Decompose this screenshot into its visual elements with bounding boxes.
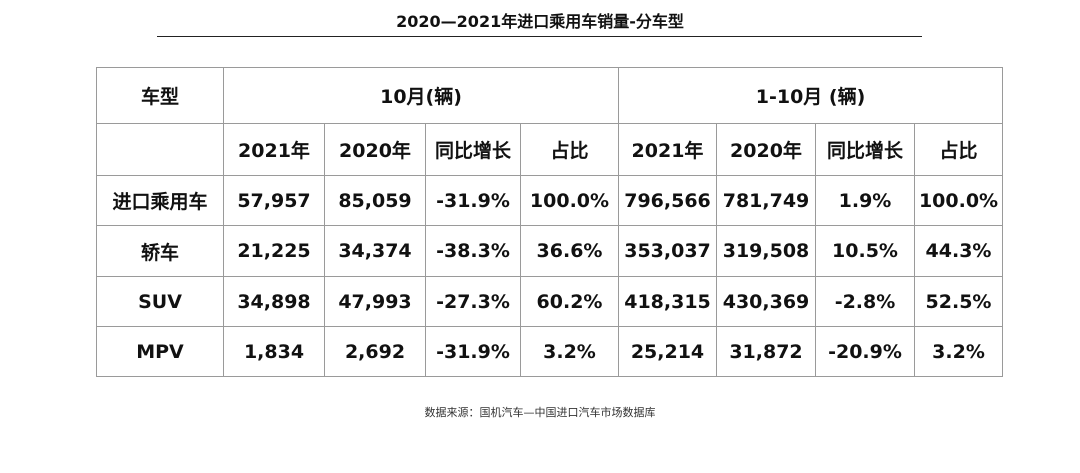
table-cell: -31.9%	[425, 326, 521, 377]
table-cell: 52.5%	[913, 276, 1004, 327]
row-label: SUV	[96, 276, 224, 327]
column-header: 占比	[913, 123, 1004, 176]
table-cell: 100.0%	[520, 175, 619, 226]
table-cell: -38.3%	[425, 225, 521, 277]
table-cell: 3.2%	[913, 326, 1004, 377]
table-cell: 85,059	[324, 175, 426, 226]
column-header: 2021年	[618, 123, 717, 176]
table-row: 进口乘用车 57,957 85,059 -31.9% 100.0% 796,566 781,…	[96, 175, 1004, 226]
row-label: MPV	[96, 326, 224, 377]
table-cell: 25,214	[618, 326, 717, 377]
table-cell: 47,993	[324, 276, 426, 327]
table-cell: 781,749	[716, 175, 816, 226]
column-header: 2020年	[716, 123, 816, 176]
table-row: MPV 1,834 2,692 -31.9% 3.2% 25,214 31,872 -20.9…	[96, 326, 1004, 377]
table-cell: 1,834	[223, 326, 325, 377]
column-header: 2021年	[223, 123, 325, 176]
table-cell: -31.9%	[425, 175, 521, 226]
table-cell: 1.9%	[815, 175, 915, 226]
table-body: 车型 10月(辆) 1-10月 (辆) 2021年 2020年 同比增长 占比 …	[96, 67, 1004, 377]
table-row: SUV 34,898 47,993 -27.3% 60.2% 418,315 430,369…	[96, 276, 1004, 327]
row-label: 进口乘用车	[96, 175, 224, 226]
table-cell: -20.9%	[815, 326, 915, 377]
table-cell: 353,037	[618, 225, 717, 277]
table-cell: 418,315	[618, 276, 717, 327]
column-header: 占比	[520, 123, 619, 176]
table-cell: 2,692	[324, 326, 426, 377]
group-header-october: 10月(辆)	[223, 67, 619, 124]
table-cell: 430,369	[716, 276, 816, 327]
table-cell: 3.2%	[520, 326, 619, 377]
table-cell: 34,374	[324, 225, 426, 277]
chart-title: 2020—2021年进口乘用车销量-分车型	[396, 12, 684, 31]
column-header: 同比增长	[815, 123, 915, 176]
table-cell: 36.6%	[520, 225, 619, 277]
sales-table: 车型 10月(辆) 1-10月 (辆) 2021年 2020年 同比增长 占比 …	[96, 67, 1004, 377]
table-cell: 100.0%	[913, 175, 1004, 226]
table-cell: 21,225	[223, 225, 325, 277]
table-cell: -27.3%	[425, 276, 521, 327]
column-header: 同比增长	[425, 123, 521, 176]
empty-header-cell	[96, 123, 224, 176]
column-header: 2020年	[324, 123, 426, 176]
title-divider	[157, 36, 922, 37]
table-cell: 10.5%	[815, 225, 915, 277]
group-header-row: 车型 10月(辆) 1-10月 (辆)	[96, 67, 1004, 124]
table-cell: 60.2%	[520, 276, 619, 327]
table-cell: 34,898	[223, 276, 325, 327]
row-label: 轿车	[96, 225, 224, 277]
table-cell: 31,872	[716, 326, 816, 377]
table-cell: 796,566	[618, 175, 717, 226]
group-header-jan-oct: 1-10月 (辆)	[617, 67, 1004, 124]
column-header-row: 2021年 2020年 同比增长 占比 2021年 2020年 同比增长 占比	[96, 123, 1004, 176]
data-source-note: 数据来源：国机汽车—中国进口汽车市场数据库	[424, 406, 656, 419]
table-row: 轿车 21,225 34,374 -38.3% 36.6% 353,037 319,508 1…	[96, 225, 1004, 277]
table-cell: 319,508	[716, 225, 816, 277]
table-cell: 57,957	[223, 175, 325, 226]
table-cell: -2.8%	[815, 276, 915, 327]
table-cell: 44.3%	[913, 225, 1004, 277]
row-header-cell: 车型	[96, 67, 224, 124]
